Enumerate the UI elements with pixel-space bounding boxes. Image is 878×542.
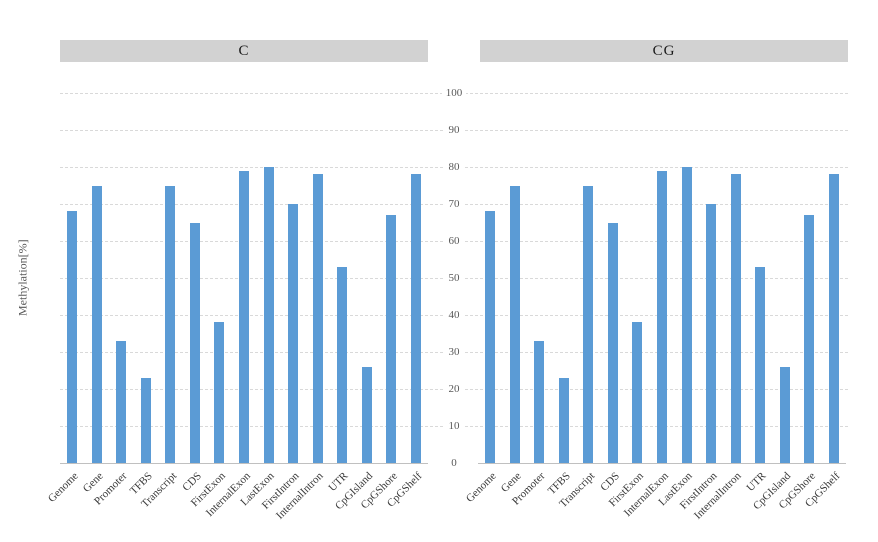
category-slot-cds: CDS: [180, 93, 208, 494]
bar-firstexon: [214, 322, 225, 463]
category-slot-firstintron: FirstIntron: [260, 93, 306, 512]
bar-utr: [755, 266, 766, 463]
category-slot-cds: CDS: [598, 93, 626, 494]
category-slot-internalexon: InternalExon: [203, 93, 257, 519]
bar-firstexon: [632, 322, 643, 463]
y-tick-label-20: 20: [426, 381, 482, 397]
panel-header-cg: CG: [480, 40, 848, 62]
bar-gene: [509, 185, 520, 463]
bar-cpgshelf: [828, 174, 839, 463]
category-slot-gene: Gene: [498, 93, 528, 495]
bar-internalintron: [730, 174, 741, 463]
category-slot-cpgisland: CpGIsland: [333, 93, 379, 512]
bar-lastexon: [681, 167, 692, 463]
category-slot-promoter: Promoter: [92, 93, 134, 507]
y-tick-label-80: 80: [426, 159, 482, 175]
category-slot-genome: Genome: [46, 93, 85, 505]
bar-firstintron: [706, 204, 717, 463]
y-tick-label-50: 50: [426, 270, 482, 286]
category-slot-gene: Gene: [80, 93, 110, 495]
bar-cpgshore: [386, 215, 397, 463]
y-tick-label-90: 90: [426, 122, 482, 138]
y-axis-title: Methylation[%]: [15, 239, 30, 317]
category-slot-cpgshelf: CpGShelf: [385, 93, 428, 510]
category-slot-internalintron: InternalIntron: [274, 93, 330, 522]
bar-lastexon: [263, 167, 274, 463]
category-slot-tfbs: TFBS: [127, 93, 159, 497]
bar-internalexon: [238, 170, 249, 463]
bar-tfbs: [558, 377, 569, 463]
bar-tfbs: [140, 377, 151, 463]
category-slot-firstexon: FirstExon: [189, 93, 232, 509]
category-slot-cpgshore: CpGShore: [776, 93, 822, 511]
category-slot-cpgshore: CpGShore: [358, 93, 404, 511]
bar-promoter: [534, 340, 545, 463]
bar-transcript: [165, 185, 176, 463]
bar-promoter: [116, 340, 127, 463]
y-tick-label-40: 40: [426, 307, 482, 323]
bar-gene: [91, 185, 102, 463]
chart-panel-c: Genome Gene Promoter TFBS Transcript CDS First…: [46, 93, 428, 522]
category-slot-cpgshelf: CpGShelf: [803, 93, 846, 510]
bar-internalintron: [312, 174, 323, 463]
panel-title-cg: CG: [652, 42, 676, 59]
bar-cpgshelf: [410, 174, 421, 463]
y-tick-label-70: 70: [426, 196, 482, 212]
category-slot-cpgisland: CpGIsland: [751, 93, 797, 512]
category-slot-lastexon: LastExon: [657, 93, 699, 508]
category-slot-tfbs: TFBS: [545, 93, 577, 497]
panel-title-c: C: [238, 42, 250, 59]
bar-firstintron: [288, 204, 299, 463]
bar-cpgisland: [361, 366, 372, 463]
bar-transcript: [583, 185, 594, 463]
category-slot-promoter: Promoter: [510, 93, 552, 507]
y-tick-label-30: 30: [426, 344, 482, 360]
category-slot-internalintron: InternalIntron: [692, 93, 748, 522]
bar-cpgisland: [779, 366, 790, 463]
y-tick-label-100: 100: [426, 85, 482, 101]
panel-header-c: C: [60, 40, 428, 62]
bar-genome: [485, 211, 496, 463]
category-slot-internalexon: InternalExon: [621, 93, 675, 519]
grid-layer: 0 10 20 30 40 50 60 70 80 90 100: [60, 85, 848, 471]
y-tick-label-0: 0: [426, 455, 482, 471]
category-slot-transcript: Transcript: [139, 93, 183, 510]
category-slot-utr: UTR: [745, 93, 773, 494]
category-slot-lastexon: LastExon: [239, 93, 281, 508]
bar-utr: [337, 266, 348, 463]
x-tick-label-genome: Genome: [45, 470, 81, 505]
bar-internalexon: [656, 170, 667, 463]
x-tick-label-genome: Genome: [463, 470, 499, 505]
bar-cpgshore: [804, 215, 815, 463]
category-slot-firstexon: FirstExon: [607, 93, 650, 509]
y-tick-label-10: 10: [426, 418, 482, 434]
y-tick-label-60: 60: [426, 233, 482, 249]
category-slot-firstintron: FirstIntron: [678, 93, 724, 512]
bar-genome: [67, 211, 78, 463]
chart-panel-cg: Genome Gene Promoter TFBS Transcript CDS First…: [464, 93, 846, 522]
category-slot-genome: Genome: [464, 93, 503, 505]
category-slot-utr: UTR: [327, 93, 355, 494]
category-slot-transcript: Transcript: [557, 93, 601, 510]
bar-cds: [607, 222, 618, 463]
bar-cds: [189, 222, 200, 463]
